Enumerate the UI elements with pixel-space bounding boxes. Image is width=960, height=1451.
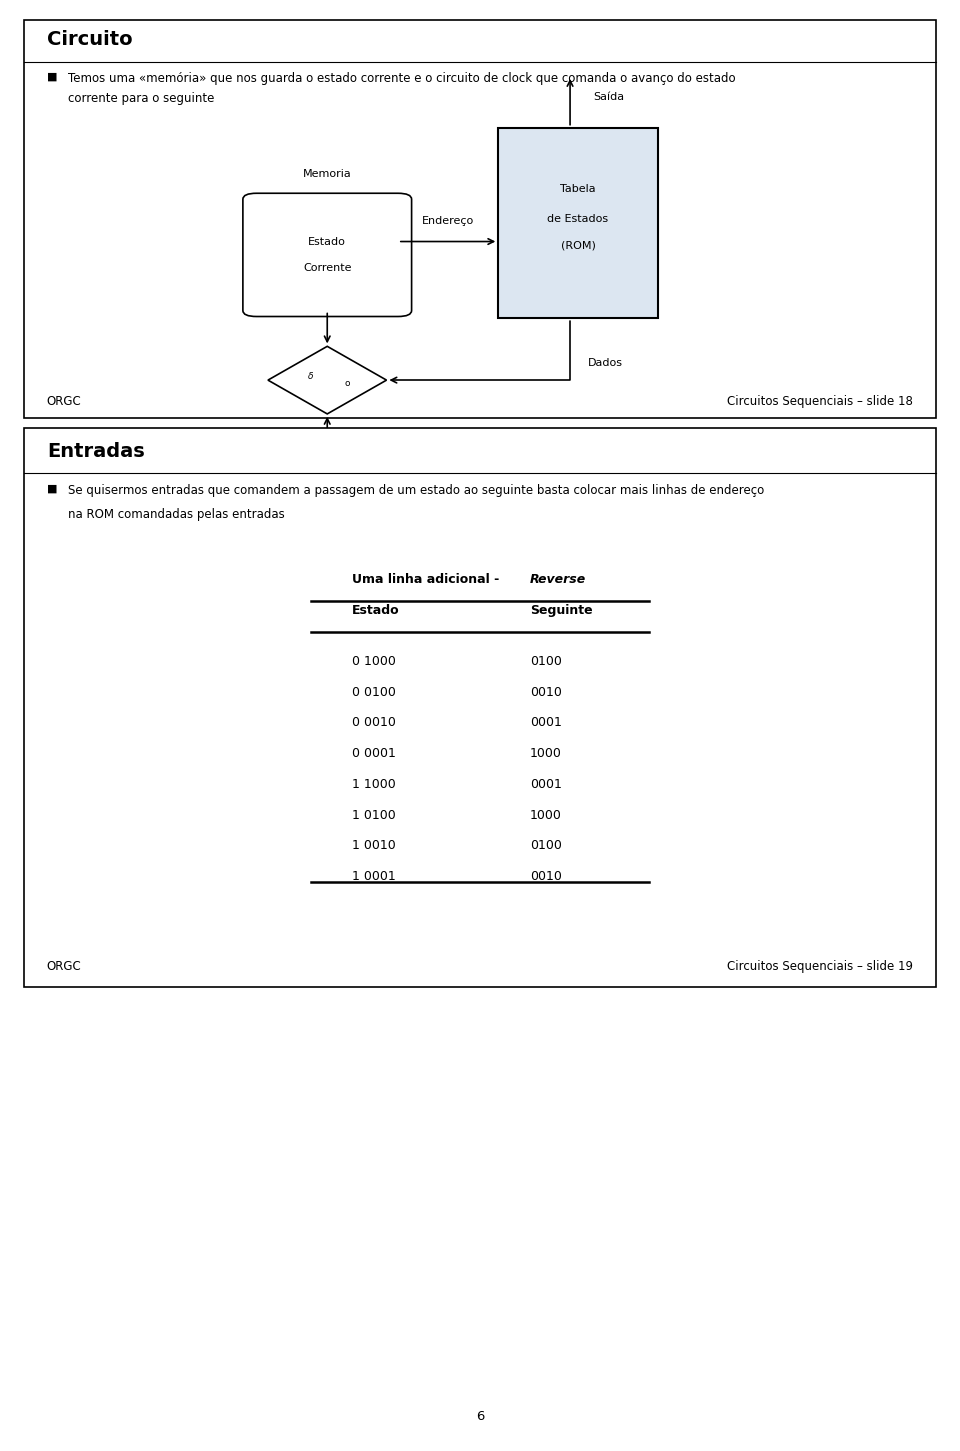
Text: 0 0100: 0 0100 [352, 686, 396, 699]
Text: Estado: Estado [308, 237, 347, 247]
Text: Memoria: Memoria [302, 170, 351, 180]
Text: Estado: Estado [352, 604, 400, 617]
Text: Tabela: Tabela [561, 184, 596, 194]
Text: Saída: Saída [593, 91, 624, 102]
Text: ORGC: ORGC [47, 395, 82, 408]
Text: Entradas: Entradas [47, 443, 145, 461]
Text: Dados: Dados [588, 358, 623, 369]
FancyBboxPatch shape [24, 428, 936, 987]
Text: (ROM): (ROM) [561, 241, 595, 251]
Text: δ: δ [308, 373, 314, 382]
Text: o: o [345, 379, 350, 387]
FancyBboxPatch shape [498, 128, 658, 319]
Text: ■: ■ [47, 483, 58, 493]
Text: Circuito: Circuito [47, 30, 132, 49]
Text: 0100: 0100 [530, 654, 562, 667]
Text: 1000: 1000 [530, 808, 562, 821]
Text: ORGC: ORGC [47, 959, 82, 972]
Polygon shape [268, 347, 387, 414]
Text: 0010: 0010 [530, 871, 562, 884]
Text: 0 1000: 0 1000 [352, 654, 396, 667]
Text: de Estados: de Estados [547, 215, 609, 225]
Text: Circuitos Sequenciais – slide 18: Circuitos Sequenciais – slide 18 [728, 395, 913, 408]
Text: Corrente: Corrente [303, 263, 351, 273]
FancyBboxPatch shape [24, 20, 936, 418]
Text: 0001: 0001 [530, 717, 562, 730]
Text: 1 0100: 1 0100 [352, 808, 396, 821]
Text: ■: ■ [47, 73, 58, 83]
Text: Circuitos Sequenciais – slide 19: Circuitos Sequenciais – slide 19 [728, 959, 913, 972]
Text: Uma linha adicional -: Uma linha adicional - [352, 573, 504, 586]
Text: 0001: 0001 [530, 778, 562, 791]
Text: 6: 6 [476, 1410, 484, 1422]
Text: Se quisermos entradas que comandem a passagem de um estado ao seguinte basta col: Se quisermos entradas que comandem a pas… [68, 483, 764, 496]
Text: na ROM comandadas pelas entradas: na ROM comandadas pelas entradas [68, 508, 284, 521]
Text: 0 0001: 0 0001 [352, 747, 396, 760]
Text: Endereço: Endereço [422, 216, 474, 225]
Text: 0 0010: 0 0010 [352, 717, 396, 730]
Text: 0010: 0010 [530, 686, 562, 699]
Text: 0100: 0100 [530, 839, 562, 852]
Text: corrente para o seguinte: corrente para o seguinte [68, 91, 214, 104]
Text: 1 0001: 1 0001 [352, 871, 396, 884]
Text: 1 1000: 1 1000 [352, 778, 396, 791]
Text: Clock: Clock [341, 445, 372, 456]
Text: Reverse: Reverse [530, 573, 587, 586]
Text: 1 0010: 1 0010 [352, 839, 396, 852]
Text: Temos uma «memória» que nos guarda o estado corrente e o circuito de clock que c: Temos uma «memória» que nos guarda o est… [68, 73, 735, 86]
Text: Seguinte: Seguinte [530, 604, 592, 617]
FancyBboxPatch shape [243, 193, 412, 316]
Text: 1000: 1000 [530, 747, 562, 760]
